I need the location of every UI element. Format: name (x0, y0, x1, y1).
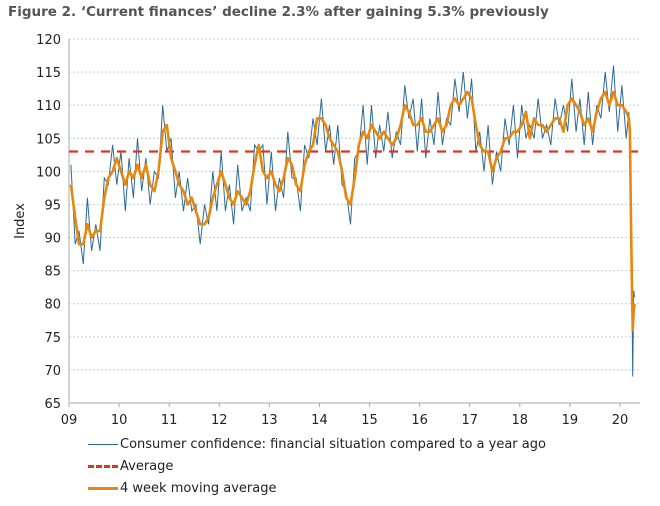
y-tick-label: 95 (44, 198, 61, 213)
x-tick-label: 12 (211, 413, 228, 428)
legend-item-moving-average: 4 week moving average (88, 481, 276, 496)
series-moving-average-line (69, 90, 636, 332)
legend-label: Consumer confidence: financial situation… (120, 437, 546, 452)
x-tick-label: 15 (361, 413, 378, 428)
x-tick-label: 14 (311, 413, 328, 428)
legend-label: Average (120, 459, 174, 474)
y-tick-label: 65 (44, 397, 61, 412)
y-tick-label: 70 (44, 364, 61, 379)
x-tick-label: 16 (411, 413, 428, 428)
y-tick-label: 85 (44, 265, 61, 280)
legend-item-consumer-confidence: Consumer confidence: financial situation… (88, 437, 546, 452)
y-tick-label: 80 (44, 298, 61, 313)
legend-swatch-dashed-line (88, 465, 118, 468)
legend-item-average: Average (88, 459, 173, 474)
series-consumer-confidence-line (70, 65, 636, 377)
y-tick-label: 110 (36, 99, 61, 114)
y-tick-label: 100 (36, 165, 61, 180)
x-tick-label: 11 (161, 413, 178, 428)
y-tick-label: 90 (44, 232, 61, 247)
x-tick-label: 10 (111, 413, 128, 428)
y-tick-label: 105 (36, 132, 61, 147)
x-tick-label: 17 (461, 413, 478, 428)
x-tick-label: 09 (61, 413, 78, 428)
x-tick-label: 18 (512, 413, 529, 428)
x-tick-label: 19 (562, 413, 579, 428)
legend-swatch-thin-line (88, 444, 118, 445)
chart-title: Figure 2. ‘Current finances’ decline 2.3… (8, 4, 549, 20)
x-tick-label: 20 (612, 413, 629, 428)
legend-label: 4 week moving average (120, 481, 277, 496)
y-axis-label: Index (13, 203, 28, 239)
x-tick-label: 13 (261, 413, 278, 428)
y-tick-label: 115 (36, 66, 61, 81)
y-tick-label: 75 (44, 331, 61, 346)
legend-swatch-thick-line (88, 487, 118, 490)
y-tick-label: 120 (36, 33, 61, 48)
